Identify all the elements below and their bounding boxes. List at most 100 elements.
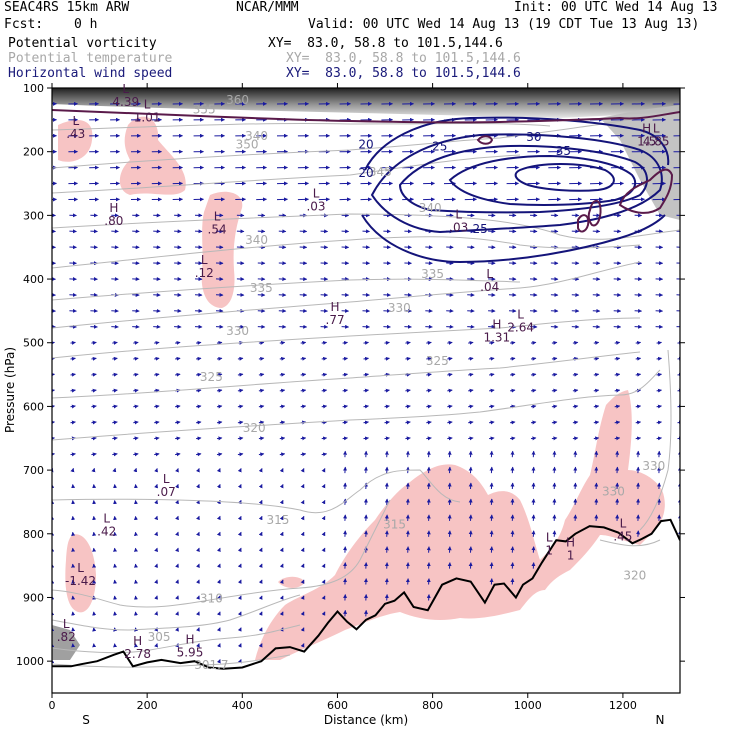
- y-tick-label: 500: [23, 337, 44, 350]
- wind-arrow: [154, 531, 158, 537]
- wind-arrow: [216, 515, 221, 521]
- wind-arrow: [216, 468, 221, 473]
- wind-arrow: [279, 404, 286, 409]
- y-tick-label: 900: [23, 591, 44, 604]
- wind-arrow: [551, 356, 558, 361]
- wind-arrow: [489, 340, 495, 345]
- wind-speed-label: 25: [432, 139, 447, 153]
- extremum-value: .12: [195, 266, 214, 280]
- wind-arrow: [175, 547, 179, 553]
- wind-arrow: [154, 404, 160, 409]
- wind-arrow: [593, 372, 600, 377]
- wind-arrow: [363, 436, 369, 441]
- theta-label: 355: [193, 102, 216, 116]
- wind-arrow: [510, 420, 516, 425]
- wind-arrow: [52, 452, 55, 457]
- wind-arrow: [216, 531, 221, 537]
- org-label: NCAR/MMM: [236, 0, 299, 15]
- wind-arrow: [91, 340, 97, 345]
- wind-arrow: [196, 372, 202, 377]
- wind-arrow: [593, 388, 600, 393]
- wind-arrow: [258, 531, 263, 537]
- wind-arrow: [237, 627, 242, 632]
- wind-arrow: [216, 579, 221, 584]
- wind-arrow: [216, 643, 221, 648]
- wind-arrow: [258, 595, 263, 600]
- wind-arrow: [175, 499, 179, 505]
- wind-arrow: [258, 643, 263, 648]
- wind-arrow: [447, 340, 453, 345]
- extremum-type: L: [122, 82, 129, 96]
- wind-arrow: [216, 356, 223, 361]
- wind-arrow: [175, 404, 181, 409]
- wind-arrow: [279, 579, 284, 585]
- wind-arrow: [677, 372, 680, 377]
- wind-arrow: [614, 388, 621, 393]
- wind-arrow: [363, 372, 369, 377]
- wind-arrow: [258, 611, 263, 616]
- wind-arrow: [363, 340, 369, 345]
- wind-arrow: [614, 340, 621, 345]
- wind-arrow: [175, 356, 181, 361]
- wind-arrow: [196, 595, 200, 600]
- wind-arrow: [196, 483, 200, 489]
- wind-arrow: [300, 595, 305, 600]
- wind-vectors: [52, 101, 680, 664]
- wind-arrow: [258, 388, 265, 393]
- wind-arrow: [510, 356, 516, 361]
- wind-arrow: [321, 356, 328, 361]
- wind-arrow: [468, 388, 474, 393]
- wind-arrow: [384, 372, 390, 377]
- wind-arrow: [342, 340, 348, 345]
- wind-arrow: [279, 420, 286, 425]
- valid-time: Valid: 00 UTC Wed 14 Aug 13 (19 CDT Tue …: [308, 17, 700, 32]
- extremum-value: -1.42: [65, 574, 96, 588]
- wind-arrow: [175, 483, 179, 489]
- field-xy-wind: XY= 83.0, 58.8 to 101.5,144.6: [286, 66, 521, 81]
- wind-arrow: [321, 579, 326, 585]
- wind-arrow: [572, 372, 579, 377]
- theta-label: 340: [419, 201, 442, 215]
- wind-arrow: [175, 515, 179, 521]
- wind-arrow: [593, 420, 600, 425]
- wind-arrow: [572, 436, 579, 441]
- y-tick-label: 200: [23, 146, 44, 159]
- wind-arrow: [52, 388, 55, 393]
- wind-arrow: [426, 404, 432, 409]
- wind-arrow: [70, 372, 76, 377]
- extremum-type: L: [517, 308, 524, 322]
- x-tick-label: 1200: [609, 699, 637, 712]
- wind-arrow: [635, 420, 642, 425]
- wind-arrow: [614, 356, 621, 361]
- wind-arrow: [175, 627, 179, 632]
- wind-arrow: [530, 356, 537, 361]
- wind-arrow: [342, 420, 348, 425]
- theta-label: 320: [243, 421, 266, 435]
- wind-arrow: [405, 420, 411, 425]
- wind-arrow: [300, 515, 305, 521]
- theta-label: 360: [226, 93, 249, 107]
- extremum-value: 2.78: [124, 647, 151, 661]
- wind-arrow: [593, 436, 600, 441]
- wind-arrow: [133, 340, 139, 345]
- wind-arrow: [530, 404, 537, 409]
- extremum-type: H: [133, 634, 142, 648]
- extremum-type: L: [455, 208, 462, 222]
- wind-arrow: [468, 436, 474, 441]
- wind-speed-label: 35: [556, 144, 571, 158]
- y-tick-label: 700: [23, 464, 44, 477]
- wind-arrow: [154, 436, 160, 441]
- wind-arrow: [154, 483, 158, 489]
- plot-frame: [51, 87, 681, 694]
- extremum-type: L: [63, 617, 70, 631]
- wind-arrow: [237, 468, 242, 473]
- extremum-value: 1: [545, 543, 553, 557]
- wind-arrow: [279, 547, 284, 553]
- wind-arrow: [342, 372, 348, 377]
- wind-arrow: [70, 388, 76, 393]
- extremum-type: L: [163, 472, 170, 486]
- theta-isolines: [52, 117, 680, 668]
- y-tick-label: 100: [23, 82, 44, 95]
- extremum-value: 1.31: [483, 331, 510, 345]
- extremum-type: L: [313, 187, 320, 201]
